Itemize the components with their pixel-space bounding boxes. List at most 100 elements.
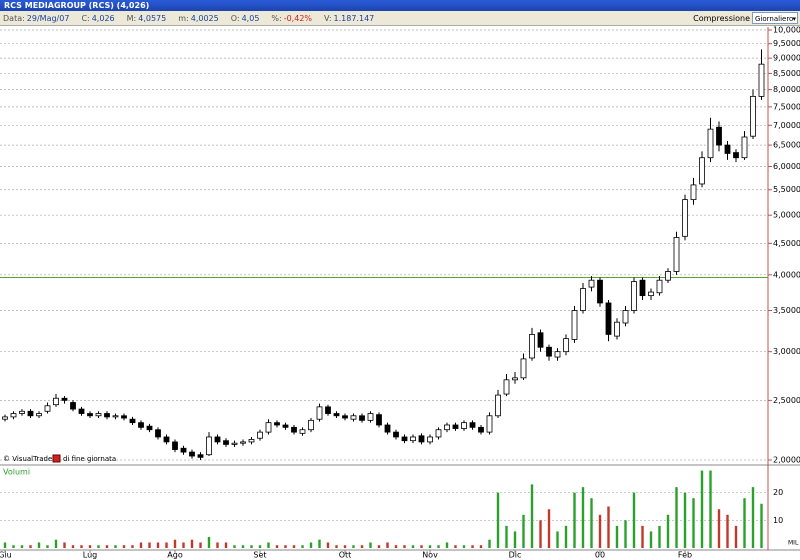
y-tick-label: 5,0000 [773, 211, 800, 220]
candle-body [214, 436, 221, 443]
info-item: %: -0,42% [271, 14, 312, 23]
volume-bar [590, 498, 593, 548]
y-tick-label: 6,5000 [773, 141, 800, 150]
x-tick-label: Feb [678, 551, 692, 560]
candle-body [376, 414, 382, 426]
info-label: O: [230, 14, 240, 23]
volume-bar [743, 498, 746, 548]
candle-body [639, 279, 646, 297]
candle-body [121, 415, 127, 419]
y-tick-label: 8,5000 [773, 69, 800, 78]
y-tick-label: 7,5000 [773, 102, 800, 111]
candle-body [308, 419, 314, 431]
volume-bar [641, 525, 644, 548]
volume-bar [539, 520, 542, 548]
volume-bar [632, 492, 636, 548]
candle-body [673, 237, 680, 272]
candle-body [138, 422, 144, 428]
volume-bar [624, 520, 627, 548]
volume-bar [471, 545, 474, 548]
volume-label: Volumi [3, 468, 30, 477]
volume-bar [318, 539, 321, 548]
candle-body [495, 394, 501, 417]
volume-bar [284, 545, 287, 548]
volume-bar [513, 531, 517, 548]
volume-bar [692, 498, 695, 548]
volume-bar [156, 542, 160, 548]
x-tick-label: Set [253, 551, 266, 560]
candle-body [342, 415, 348, 419]
volume-bar [386, 542, 389, 548]
candle-body [571, 310, 578, 340]
info-value: 1.187.147 [333, 14, 375, 23]
candle-body [707, 128, 714, 159]
watermark: © VisualTrader - [3, 455, 60, 463]
compression-label: Compressione [693, 14, 750, 23]
quote-info: Data: 29/Mag/07 C: 4,026 M: 4,0575 m: 4,0025 O: 4… [3, 11, 386, 26]
x-tick-label: Nov [422, 551, 438, 560]
volume-bar [666, 514, 670, 548]
candle-body [614, 321, 620, 337]
volume-bar [522, 514, 525, 548]
candle-body [452, 424, 459, 429]
candle-body [112, 415, 119, 418]
candle-body [197, 454, 204, 458]
volume-bar [496, 492, 500, 548]
volume-bar [326, 542, 330, 548]
candle-body [529, 334, 535, 359]
candle-body [240, 441, 246, 444]
info-label: m: [178, 14, 189, 23]
volume-bar [71, 545, 75, 548]
volume-bar [250, 545, 253, 548]
candle-body [95, 413, 102, 417]
info-label: %: [271, 14, 282, 23]
candle-body [588, 279, 595, 288]
candle-body [750, 95, 756, 137]
candle-body [486, 415, 493, 433]
y-tick-label: 3,5000 [773, 306, 800, 315]
candle-body [206, 436, 212, 456]
candle-body [282, 424, 289, 428]
y-tick-label: 8,0000 [773, 85, 800, 94]
candle-body [146, 425, 153, 431]
volume-bar [207, 536, 211, 548]
volume-bar [437, 545, 440, 548]
volume-bar [709, 470, 712, 548]
volume-bar [182, 542, 185, 548]
candle-body [350, 415, 357, 420]
candle-body [129, 418, 136, 424]
candle-body [580, 288, 586, 311]
candle-body [172, 441, 178, 450]
info-label: V: [324, 14, 332, 23]
candle-body [741, 136, 748, 159]
info-value: 4,0025 [190, 14, 219, 23]
volume-bar [37, 542, 41, 548]
volume-bar [216, 542, 219, 548]
compression-select[interactable]: Giornaliero ▾ [752, 12, 798, 24]
candle-body [401, 436, 408, 442]
volume-bar [343, 545, 347, 548]
volume-bar [309, 542, 313, 548]
info-value: 4,0575 [138, 14, 167, 23]
info-value: -0,42% [283, 14, 313, 23]
volume-bar [428, 545, 432, 548]
candle-body [758, 63, 765, 97]
volume-unit: MIL [788, 540, 799, 547]
y-tick-label: 9,0000 [773, 54, 800, 63]
y-tick-label: 7,0000 [773, 121, 800, 130]
y-tick-label: 6,0000 [773, 162, 800, 171]
x-tick-label: Lug [83, 551, 97, 560]
volume-bar [275, 545, 279, 548]
y-tick-label: 3,0000 [773, 347, 800, 356]
x-tick-label: Giu [0, 551, 12, 560]
volume-bar [20, 545, 24, 548]
volume-bar [564, 525, 568, 548]
volume-bar [649, 531, 653, 548]
candle-body [554, 351, 561, 358]
info-item: C: 4,026 [81, 14, 114, 23]
candle-body [461, 422, 467, 429]
candle-body [299, 429, 306, 434]
candle-body [427, 436, 433, 443]
candle-body [393, 431, 399, 438]
candle-body [733, 152, 739, 159]
